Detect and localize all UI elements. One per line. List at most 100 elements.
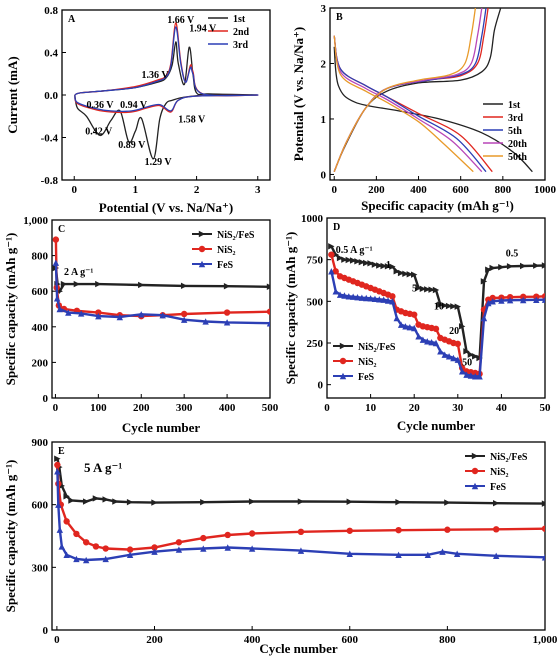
series-nisfes-point bbox=[541, 500, 545, 507]
rate-label: 5 bbox=[412, 283, 417, 294]
series-nisfes-point bbox=[467, 351, 475, 358]
series-nisfes-point bbox=[376, 262, 383, 269]
series-nisfes-point bbox=[424, 286, 431, 293]
y-tick-label: 0 bbox=[318, 380, 324, 392]
series-nisfes-line bbox=[56, 458, 545, 505]
series-5th-charge-curve bbox=[333, 8, 487, 172]
series-nisfes-point bbox=[454, 303, 461, 310]
series-fes-point bbox=[437, 348, 444, 355]
series-group bbox=[74, 22, 259, 160]
series-fes-point bbox=[428, 338, 435, 346]
series-nis-point bbox=[389, 293, 396, 300]
series-nis-point bbox=[492, 526, 500, 533]
x-tick-label: 200 bbox=[133, 402, 150, 414]
panel-c-frame bbox=[51, 219, 271, 399]
series-fes-point bbox=[424, 338, 431, 345]
series-fes-point bbox=[397, 321, 405, 328]
series-fes-point bbox=[439, 548, 446, 555]
y-tick-label: 900 bbox=[32, 437, 49, 449]
peak-annotation: 0.42 V bbox=[85, 126, 113, 137]
series-nisfes-point bbox=[533, 262, 540, 269]
series-fes-point bbox=[224, 544, 231, 551]
series-fes-point bbox=[467, 372, 475, 379]
series-nisfes-point bbox=[406, 271, 414, 278]
series-fes-point bbox=[441, 351, 448, 358]
series-nis-point bbox=[432, 325, 440, 333]
series-fes-point bbox=[489, 298, 496, 305]
series-nisfes-point bbox=[397, 269, 405, 277]
x-tick-label: 500 bbox=[262, 402, 279, 414]
legend-marker bbox=[471, 467, 479, 475]
series-fes-point bbox=[58, 543, 65, 550]
legend-marker bbox=[339, 372, 347, 380]
y-tick-label: 1 bbox=[321, 114, 327, 126]
series-fes-point bbox=[345, 293, 352, 300]
y-tick-label: 600 bbox=[32, 286, 49, 298]
legend-label: 50th bbox=[508, 152, 527, 163]
x-tick-label: 300 bbox=[176, 402, 193, 414]
series-fes-point bbox=[266, 320, 270, 327]
series-fes-point bbox=[54, 468, 61, 475]
series-nis-point bbox=[541, 525, 545, 532]
series-nisfes-point bbox=[63, 493, 70, 500]
legend: NiS₂/FeS NiS₂ FeS bbox=[192, 230, 255, 271]
x-axis-label: Cycle number bbox=[122, 420, 201, 435]
x-tick-label: 10 bbox=[365, 402, 377, 414]
series-fes-point bbox=[200, 545, 207, 552]
series-fes-point bbox=[180, 316, 188, 323]
series-nisfes-point bbox=[349, 257, 357, 264]
peak-annotation: 1.94 V bbox=[189, 23, 217, 34]
series-fes-point bbox=[395, 551, 402, 558]
series-nisfes-point bbox=[520, 262, 527, 270]
panel-e-frame bbox=[51, 441, 546, 631]
series-fes-point bbox=[65, 309, 72, 316]
series-fes-point bbox=[151, 548, 158, 555]
rate-label: 10 bbox=[434, 302, 444, 313]
series-fes-point bbox=[541, 554, 545, 561]
peak-annotation: 1.36 V bbox=[142, 70, 170, 81]
legend-marker bbox=[471, 452, 479, 460]
series-nis-point bbox=[346, 527, 353, 534]
series-nis-point bbox=[180, 310, 188, 318]
series-fes-point bbox=[371, 295, 379, 303]
x-tick-label: 30 bbox=[452, 402, 464, 414]
series-fes-point bbox=[445, 353, 453, 360]
series-fes-point bbox=[520, 296, 527, 304]
series-fes-point bbox=[402, 323, 409, 330]
series-fes-point bbox=[126, 551, 134, 558]
series-nisfes-point bbox=[266, 283, 270, 290]
series-group bbox=[328, 243, 545, 380]
legend-label: NiS₂/FeS bbox=[490, 452, 528, 463]
series-nisfes-point bbox=[472, 353, 479, 360]
series-fes-point bbox=[328, 268, 335, 275]
series-nis-point bbox=[95, 309, 102, 316]
y-tick-label: 300 bbox=[32, 562, 49, 574]
panel-b-frame bbox=[329, 7, 546, 181]
series-fes-point bbox=[432, 339, 440, 347]
panel-letter: D bbox=[333, 222, 340, 233]
series-nisfes-point bbox=[371, 261, 379, 268]
y-tick-label: 0.4 bbox=[44, 48, 58, 60]
series-nisfes-point bbox=[345, 256, 352, 264]
series-nisfes-point bbox=[419, 285, 427, 293]
series-nisfes-point bbox=[54, 455, 61, 462]
panel-c: 0 100 200 300 400 500 0 200 400 600 800 1,000 Cycle … bbox=[3, 215, 279, 435]
series-3rd-line bbox=[74, 26, 259, 112]
series-fes-point bbox=[82, 556, 90, 564]
series-fes-point bbox=[73, 555, 80, 563]
series-fes-point bbox=[384, 297, 392, 304]
rate-label: 50 bbox=[462, 358, 472, 369]
series-fes-point bbox=[406, 323, 414, 331]
x-tick-label: 200 bbox=[146, 634, 163, 646]
series-nisfes-point bbox=[463, 348, 470, 355]
series-nis-point bbox=[489, 294, 496, 302]
panel-letter: B bbox=[336, 12, 343, 23]
legend-label: FeS bbox=[490, 482, 507, 493]
y-axis-label: Potential (V vs. Na/Na⁺) bbox=[291, 27, 306, 161]
legend-marker bbox=[339, 342, 347, 350]
series-nisfes-point bbox=[346, 498, 353, 505]
series-nis-point bbox=[126, 546, 134, 553]
x-axis-label: Specific capacity (mAh g⁻¹) bbox=[361, 198, 514, 213]
series-fes-point bbox=[358, 294, 366, 301]
